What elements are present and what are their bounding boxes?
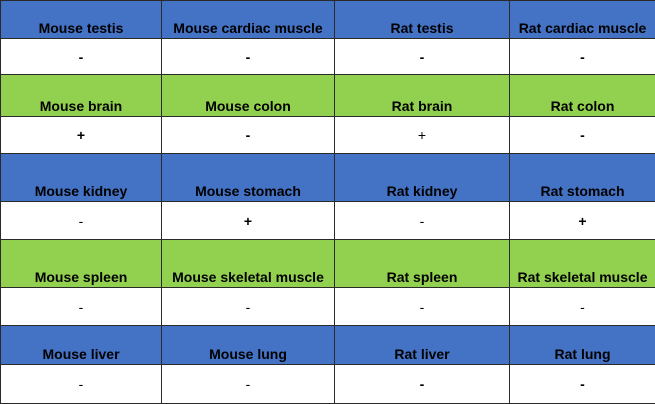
result-cell: + [510, 202, 655, 240]
result-cell: - [1, 39, 162, 75]
result-cell: - [162, 39, 335, 75]
result-row: +-+- [1, 117, 655, 154]
tissue-name-cell: Mouse cardiac muscle [162, 1, 335, 39]
tissue-name-cell: Mouse skeletal muscle [162, 240, 335, 288]
tissue-name-cell: Mouse colon [162, 75, 335, 117]
tissue-name-cell: Mouse brain [1, 75, 162, 117]
result-cell: + [1, 117, 162, 154]
tissue-name-cell: Rat stomach [510, 154, 655, 202]
result-cell: - [510, 288, 655, 326]
tissue-name-cell: Mouse stomach [162, 154, 335, 202]
result-cell: - [1, 365, 162, 404]
result-cell: - [1, 288, 162, 326]
result-row: -+-+ [1, 202, 655, 240]
result-cell: - [510, 365, 655, 404]
result-cell: - [1, 202, 162, 240]
result-row: ---- [1, 288, 655, 326]
result-cell: - [510, 117, 655, 154]
result-row: ---- [1, 39, 655, 75]
tissue-name-cell: Mouse lung [162, 326, 335, 365]
result-cell: - [335, 39, 510, 75]
tissue-name-cell: Rat skeletal muscle [510, 240, 655, 288]
tissue-name-cell: Rat liver [335, 326, 510, 365]
tissue-name-cell: Rat colon [510, 75, 655, 117]
result-cell: - [335, 202, 510, 240]
tissue-name-cell: Rat kidney [335, 154, 510, 202]
tissue-name-cell: Rat cardiac muscle [510, 1, 655, 39]
result-cell: + [162, 202, 335, 240]
result-cell: - [162, 365, 335, 404]
tissue-name-cell: Mouse spleen [1, 240, 162, 288]
result-cell: - [162, 117, 335, 154]
tissue-name-cell: Mouse liver [1, 326, 162, 365]
tissue-name-cell: Rat lung [510, 326, 655, 365]
result-cell: - [162, 288, 335, 326]
tissue-name-cell: Rat brain [335, 75, 510, 117]
tissue-name-cell: Mouse testis [1, 1, 162, 39]
tissue-name-cell: Rat testis [335, 1, 510, 39]
result-cell: - [335, 288, 510, 326]
result-cell: - [335, 365, 510, 404]
tissue-name-cell: Rat spleen [335, 240, 510, 288]
tissue-name-cell: Mouse kidney [1, 154, 162, 202]
result-cell: + [335, 117, 510, 154]
result-cell: - [510, 39, 655, 75]
result-row: ---- [1, 365, 655, 404]
